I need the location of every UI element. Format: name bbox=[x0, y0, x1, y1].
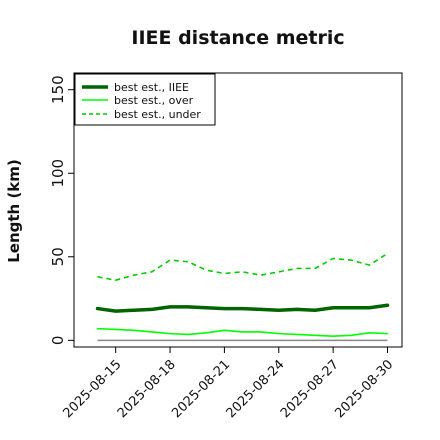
legend-label-under: best est., under bbox=[114, 108, 201, 121]
x-tick-label-5: 2025-08-30 bbox=[332, 357, 396, 421]
series-line-best-est-iiee bbox=[95, 303, 390, 313]
legend-label-iiee: best est., IIEE bbox=[114, 81, 189, 94]
y-tick-label-100: 100 bbox=[49, 159, 67, 188]
chart-title: IIEE distance metric bbox=[131, 27, 344, 49]
y-tick-label-50: 50 bbox=[49, 247, 67, 266]
series-line-best-est-under bbox=[97, 252, 388, 281]
series-line-best-est-over bbox=[96, 327, 389, 337]
plot-area bbox=[73, 72, 403, 348]
legend-box bbox=[74, 73, 216, 126]
series-layer bbox=[95, 252, 390, 342]
axes-layer: 0501001502025-08-152025-08-182025-08-212… bbox=[49, 75, 396, 421]
y-tick-label-0: 0 bbox=[49, 336, 67, 346]
legend-label-over: best est., over bbox=[114, 94, 194, 107]
y-tick-label-150: 150 bbox=[49, 75, 67, 104]
y-axis-label: Length (km) bbox=[5, 159, 23, 263]
legend: best est., IIEE best est., over best est… bbox=[74, 73, 216, 126]
